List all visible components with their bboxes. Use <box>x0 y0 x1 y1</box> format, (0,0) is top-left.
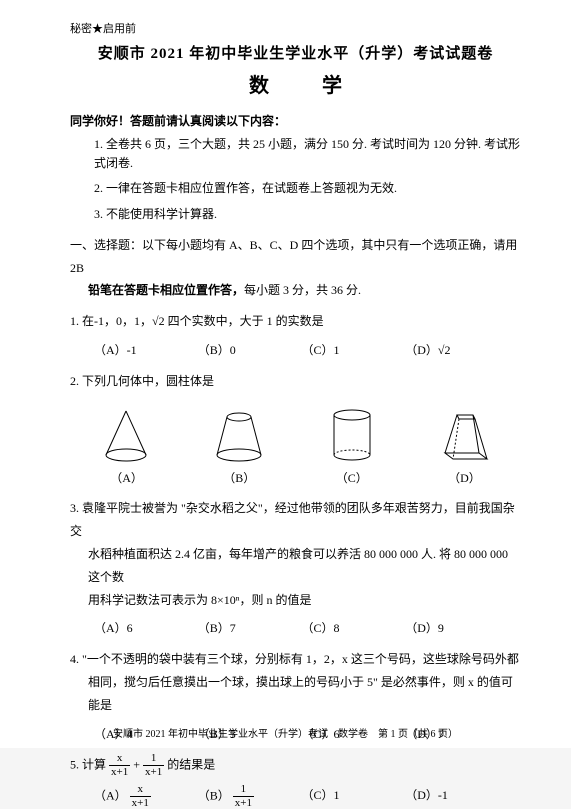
q1-num: 1. <box>70 314 79 328</box>
exam-page: 秘密★启用前 安顺市 2021 年初中毕业生学业水平（升学）考试试题卷 数 学 … <box>0 0 571 748</box>
q5-opt-d: （D）-1 <box>405 784 509 809</box>
cylinder-icon <box>322 403 382 463</box>
q5-f1n: x <box>109 753 130 766</box>
instruction-1: 1. 全卷共 6 页，三个大题，共 25 小题，满分 150 分. 考试时间为 … <box>94 135 521 173</box>
q4-l2: 相同，搅匀后任意摸出一个球，摸出球上的号码小于 5" 是必然事件，则 x 的值可… <box>88 671 521 717</box>
pyramid-frustum-icon <box>435 403 495 463</box>
q2-lbl-d: （D） <box>448 467 481 490</box>
section-bold: 铅笔在答题卡相应位置作答， <box>88 283 244 297</box>
q2-lbl-c: （C） <box>336 467 368 490</box>
q5-b-n: 1 <box>233 784 254 797</box>
greeting: 同学你好！答题前请认真阅读以下内容： <box>70 112 521 129</box>
q1-opt-a: （A）-1 <box>94 339 198 362</box>
section-head-line2a: 铅笔在答题卡相应位置作答，每小题 3 分，共 36 分. <box>88 283 361 297</box>
q4-num: 4. <box>70 652 79 666</box>
q3-l2: 水稻种植面积达 2.4 亿亩，每年增产的粮食可以养活 80 000 000 人.… <box>88 543 521 589</box>
subject-title: 数 学 <box>70 69 521 98</box>
q5-f2n: 1 <box>143 753 164 766</box>
question-2: 2. 下列几何体中，圆柱体是 <box>70 370 521 490</box>
main-title: 安顺市 2021 年初中毕业生学业水平（升学）考试试题卷 <box>70 42 521 63</box>
instruction-2: 2. 一律在答题卡相应位置作答，在试题卷上答题视为无效. <box>94 179 521 198</box>
q3-num: 3. <box>70 501 79 515</box>
question-1: 1. 在-1，0，1，√2 四个实数中，大于 1 的实数是 （A）-1 （B）0… <box>70 310 521 362</box>
q3-opt-c: （C）8 <box>302 617 406 640</box>
q5-b-d: x+1 <box>233 797 254 809</box>
q2-lbl-a: （A） <box>110 467 143 490</box>
q3-l3: 用科学记数法可表示为 8×10ⁿ，则 n 的值是 <box>88 589 521 612</box>
q5-a-lbl: （A） <box>94 789 127 803</box>
q2-shapes <box>70 403 521 463</box>
q1-options: （A）-1 （B）0 （C）1 （D）√2 <box>94 339 509 362</box>
q5-text2: 的结果是 <box>167 758 215 772</box>
q5-options: （A） x x+1 （B） 1 x+1 （C）1 （D）-1 <box>94 784 509 809</box>
q5-opt-b: （B） 1 x+1 <box>198 784 302 809</box>
q3-options: （A）6 （B）7 （C）8 （D）9 <box>94 617 509 640</box>
q2-lbl-b: （B） <box>223 467 255 490</box>
q5-num: 5. <box>70 758 79 772</box>
q4-l1: "一个不透明的袋中装有三个球，分别标有 1，2，x 这三个号码，这些球除号码外都 <box>82 652 519 666</box>
q1-opt-b: （B）0 <box>198 339 302 362</box>
q1-opt-d: （D）√2 <box>405 339 509 362</box>
q3-opt-d: （D）9 <box>405 617 509 640</box>
frustum-icon <box>209 403 269 463</box>
q3-l1: 袁隆平院士被誉为 "杂交水稻之父"，经过他带领的团队多年艰苦努力，目前我国杂交 <box>70 501 515 538</box>
q3-opt-a: （A）6 <box>94 617 198 640</box>
q5-f2d: x+1 <box>143 766 164 778</box>
q5-f1d: x+1 <box>109 766 130 778</box>
q5-frac1: x x+1 <box>109 753 130 778</box>
q5-a-n: x <box>130 784 151 797</box>
q5-frac2: 1 x+1 <box>143 753 164 778</box>
section-1-heading: 一、选择题：以下每小题均有 A、B、C、D 四个选项，其中只有一个选项正确，请用… <box>70 234 521 302</box>
q5-b-frac: 1 x+1 <box>233 784 254 809</box>
question-3: 3. 袁隆平院士被誉为 "杂交水稻之父"，经过他带领的团队多年艰苦努力，目前我国… <box>70 497 521 640</box>
q5-text: 计算 <box>82 758 106 772</box>
q1-text: 在-1，0，1，√2 四个实数中，大于 1 的实数是 <box>82 314 324 328</box>
question-5: 5. 计算 x x+1 + 1 x+1 的结果是 （A） x x+1 （B） 1 <box>70 753 521 809</box>
instruction-3: 3. 不能使用科学计算器. <box>94 205 521 224</box>
q5-opt-c: （C）1 <box>302 784 406 809</box>
q5-a-d: x+1 <box>130 797 151 809</box>
secret-label: 秘密★启用前 <box>70 20 521 36</box>
plus-sign: + <box>133 758 143 772</box>
section-tail: 每小题 3 分，共 36 分. <box>244 283 361 297</box>
q1-opt-c: （C）1 <box>302 339 406 362</box>
q2-text: 下列几何体中，圆柱体是 <box>82 374 214 388</box>
q5-opt-a: （A） x x+1 <box>94 784 198 809</box>
q2-num: 2. <box>70 374 79 388</box>
section-head-line1: 一、选择题：以下每小题均有 A、B、C、D 四个选项，其中只有一个选项正确，请用… <box>70 238 517 275</box>
q5-a-frac: x x+1 <box>130 784 151 809</box>
q5-b-lbl: （B） <box>198 789 230 803</box>
q3-opt-b: （B）7 <box>198 617 302 640</box>
page-footer: 安顺市 2021 年初中毕业生学业水平（升学）考试 数学卷 第 1 页（共 6 … <box>0 725 571 740</box>
cone-icon <box>96 403 156 463</box>
q2-labels: （A） （B） （C） （D） <box>70 467 521 490</box>
